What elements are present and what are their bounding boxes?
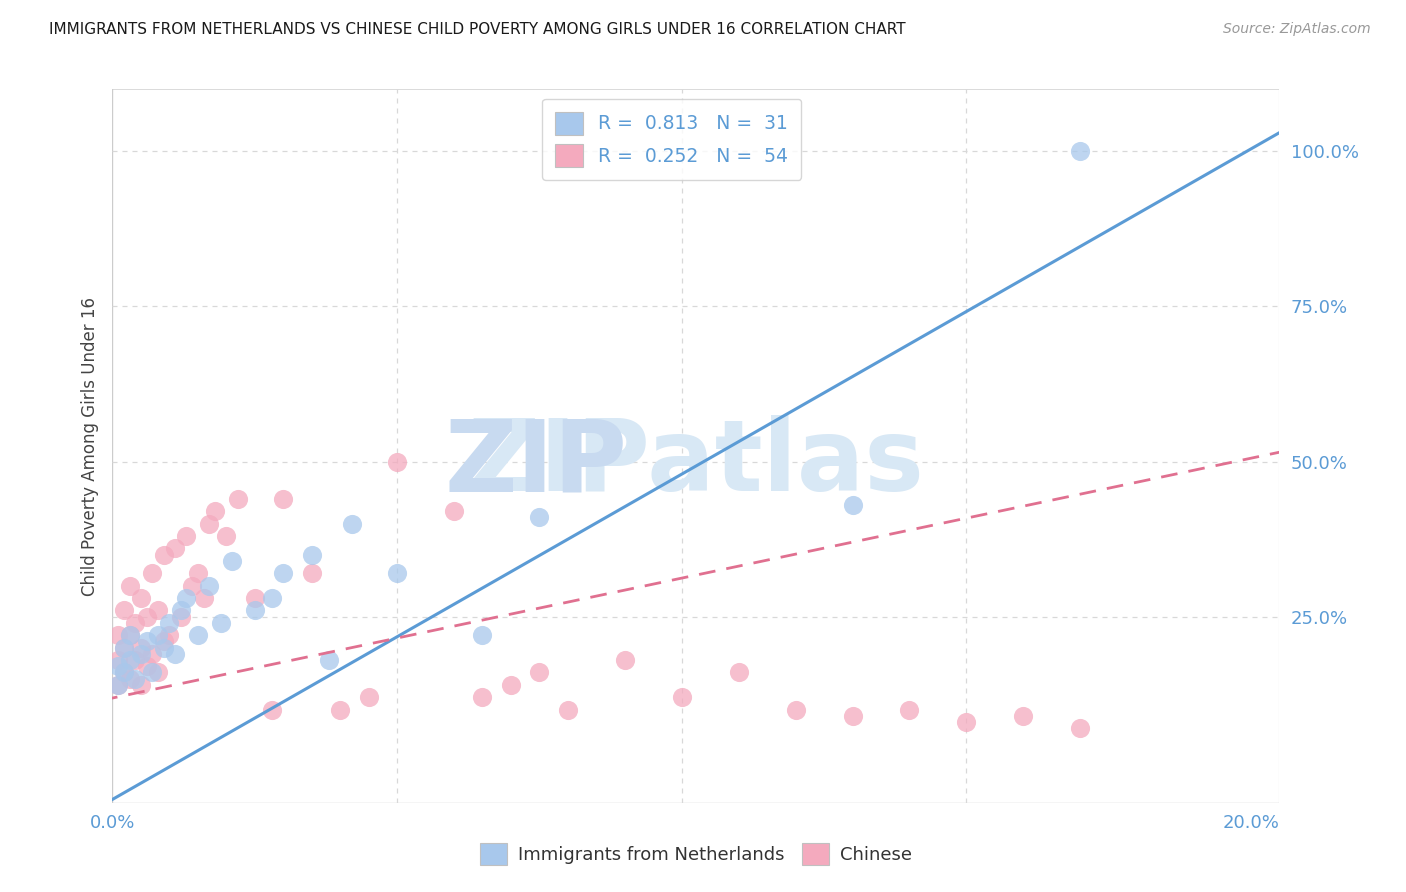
Point [243, 603, 266, 617]
Point [955, 715, 977, 730]
Point [471, 690, 494, 705]
Point [671, 690, 693, 705]
Y-axis label: Child Poverty Among Girls Under 16: Child Poverty Among Girls Under 16 [80, 296, 98, 596]
Point [118, 579, 141, 593]
Point [107, 628, 129, 642]
Point [1069, 722, 1091, 736]
Point [243, 591, 266, 605]
Point [613, 653, 636, 667]
Point [118, 628, 141, 642]
Point [226, 491, 249, 506]
Point [385, 566, 408, 581]
Point [129, 640, 152, 655]
Point [129, 647, 152, 661]
Point [152, 640, 174, 655]
Point [112, 640, 135, 655]
Point [135, 634, 157, 648]
Point [1069, 145, 1091, 159]
Text: Source: ZipAtlas.com: Source: ZipAtlas.com [1223, 22, 1371, 37]
Point [318, 653, 340, 667]
Point [141, 647, 163, 661]
Point [340, 516, 363, 531]
Point [529, 510, 551, 524]
Point [124, 615, 146, 630]
Point [1012, 709, 1035, 723]
Point [146, 603, 169, 617]
Point [157, 615, 180, 630]
Point [135, 659, 157, 673]
Point [141, 665, 163, 680]
Point [176, 591, 198, 605]
Point [118, 653, 141, 667]
Point [107, 678, 129, 692]
Point [107, 678, 129, 692]
Text: ZIP: ZIP [444, 416, 627, 512]
Point [301, 548, 323, 562]
Point [471, 628, 494, 642]
Point [385, 454, 408, 468]
Point [209, 615, 232, 630]
Point [204, 504, 226, 518]
Point [193, 591, 215, 605]
Point [152, 548, 174, 562]
Point [146, 628, 169, 642]
Point [112, 665, 135, 680]
Point [727, 665, 749, 680]
Point [557, 703, 579, 717]
Point [135, 609, 157, 624]
Point [152, 634, 174, 648]
Point [499, 678, 522, 692]
Point [118, 672, 141, 686]
Point [129, 591, 152, 605]
Text: ZIPatlas: ZIPatlas [468, 416, 924, 512]
Point [129, 678, 152, 692]
Point [112, 665, 135, 680]
Point [198, 516, 221, 531]
Point [107, 653, 129, 667]
Point [187, 566, 209, 581]
Point [165, 541, 187, 556]
Point [146, 665, 169, 680]
Legend: Immigrants from Netherlands, Chinese: Immigrants from Netherlands, Chinese [472, 836, 920, 872]
Point [170, 609, 193, 624]
Point [107, 659, 129, 673]
Point [271, 491, 294, 506]
Point [329, 703, 352, 717]
Point [443, 504, 465, 518]
Point [271, 566, 294, 581]
Point [898, 703, 921, 717]
Point [124, 653, 146, 667]
Point [357, 690, 380, 705]
Point [118, 628, 141, 642]
Point [529, 665, 551, 680]
Point [260, 591, 283, 605]
Point [112, 603, 135, 617]
Point [198, 579, 221, 593]
Point [785, 703, 807, 717]
Point [215, 529, 238, 543]
Point [112, 640, 135, 655]
Point [260, 703, 283, 717]
Point [141, 566, 163, 581]
Point [301, 566, 323, 581]
Point [170, 603, 193, 617]
Point [221, 554, 243, 568]
Point [187, 628, 209, 642]
Text: IMMIGRANTS FROM NETHERLANDS VS CHINESE CHILD POVERTY AMONG GIRLS UNDER 16 CORREL: IMMIGRANTS FROM NETHERLANDS VS CHINESE C… [49, 22, 905, 37]
Point [181, 579, 204, 593]
Point [124, 672, 146, 686]
Point [841, 709, 863, 723]
Point [841, 498, 863, 512]
Point [157, 628, 180, 642]
Point [176, 529, 198, 543]
Point [165, 647, 187, 661]
